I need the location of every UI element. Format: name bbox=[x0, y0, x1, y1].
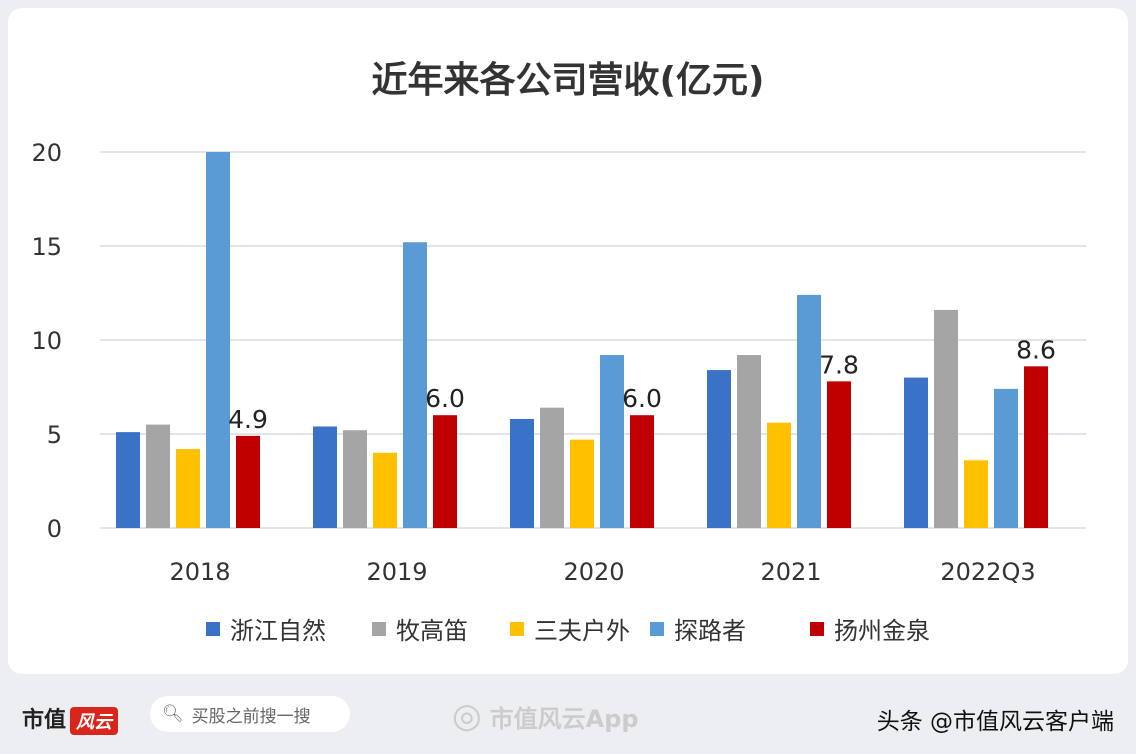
bar-浙江自然-2018 bbox=[116, 432, 140, 528]
x-tick-label: 2021 bbox=[760, 558, 821, 586]
bar-chart: 近年来各公司营收(亿元) 0 5 10 15 20 2018 4.9 2019 6.0 2020 6.… bbox=[31, 60, 1086, 645]
bar-探路者-2018 bbox=[206, 152, 230, 528]
weibo-icon: ◎ bbox=[452, 696, 482, 736]
y-tick-label: 20 bbox=[31, 139, 62, 167]
data-label: 7.8 bbox=[819, 350, 859, 379]
bar-扬州金泉-2022Q3 bbox=[1024, 366, 1048, 528]
search-icon: 🔍︎ bbox=[162, 704, 184, 724]
bar-浙江自然-2022Q3 bbox=[904, 377, 928, 528]
bar-扬州金泉-2021 bbox=[827, 381, 851, 528]
bar-牧高笛-2022Q3 bbox=[934, 309, 958, 528]
chart-title: 近年来各公司营收(亿元) bbox=[372, 60, 765, 101]
legend-swatch bbox=[510, 622, 524, 636]
bar-浙江自然-2019 bbox=[313, 426, 337, 528]
x-tick-label: 2019 bbox=[366, 558, 427, 586]
bar-三夫户外-2018 bbox=[176, 449, 200, 528]
bar-扬州金泉-2020 bbox=[630, 415, 654, 528]
bar-扬州金泉-2019 bbox=[433, 415, 457, 528]
legend-swatch bbox=[650, 622, 664, 636]
bar-三夫户外-2019 bbox=[373, 452, 397, 528]
legend-label: 浙江自然 bbox=[230, 617, 326, 645]
x-tick-label: 2022Q3 bbox=[940, 558, 1035, 586]
legend-swatch bbox=[206, 622, 220, 636]
search-placeholder: 买股之前搜一搜 bbox=[191, 706, 311, 727]
x-tick-label: 2018 bbox=[169, 558, 230, 586]
brand-badge: 风云 bbox=[70, 707, 119, 735]
footer: 市值 风云 🔍︎ 买股之前搜一搜 ◎ 市值风云App 头条 @市值风云客户端 bbox=[0, 682, 1136, 754]
legend-swatch bbox=[810, 622, 824, 636]
y-tick-label: 10 bbox=[31, 327, 62, 355]
data-label: 8.6 bbox=[1016, 335, 1056, 364]
weibo-text: 市值风云App bbox=[489, 704, 639, 733]
bar-牧高笛-2021 bbox=[737, 355, 761, 528]
y-tick-label: 0 bbox=[47, 515, 62, 543]
legend-swatch bbox=[372, 622, 386, 636]
y-tick-label: 15 bbox=[31, 233, 62, 261]
data-label: 4.9 bbox=[228, 405, 268, 434]
data-label: 6.0 bbox=[425, 384, 465, 413]
bar-三夫户外-2021 bbox=[767, 422, 791, 528]
bar-浙江自然-2020 bbox=[510, 418, 534, 528]
search-box[interactable]: 🔍︎ 买股之前搜一搜 bbox=[150, 696, 350, 732]
data-label: 6.0 bbox=[622, 384, 662, 413]
bar-牧高笛-2018 bbox=[146, 424, 170, 528]
bar-牧高笛-2020 bbox=[540, 407, 564, 528]
brand-text: 市值 bbox=[22, 708, 67, 733]
bar-浙江自然-2021 bbox=[707, 370, 731, 528]
weibo-watermark: ◎ 市值风云App bbox=[452, 696, 639, 736]
legend-label: 牧高笛 bbox=[396, 617, 468, 645]
bar-三夫户外-2020 bbox=[570, 439, 594, 528]
bar-牧高笛-2019 bbox=[343, 430, 367, 528]
brand-logo: 市值 风云 bbox=[22, 702, 119, 735]
bar-探路者-2019 bbox=[403, 242, 427, 529]
legend-label: 扬州金泉 bbox=[834, 617, 930, 645]
x-tick-label: 2020 bbox=[563, 558, 624, 586]
source-credit: 头条 @市值风云客户端 bbox=[876, 709, 1114, 735]
bar-三夫户外-2022Q3 bbox=[964, 460, 988, 528]
y-tick-label: 5 bbox=[47, 421, 62, 449]
legend-label: 探路者 bbox=[674, 617, 746, 645]
bar-探路者-2020 bbox=[600, 355, 624, 528]
bar-探路者-2021 bbox=[797, 294, 821, 528]
bar-探路者-2022Q3 bbox=[994, 388, 1018, 528]
bar-扬州金泉-2018 bbox=[236, 435, 260, 528]
legend-label: 三夫户外 bbox=[534, 617, 630, 645]
